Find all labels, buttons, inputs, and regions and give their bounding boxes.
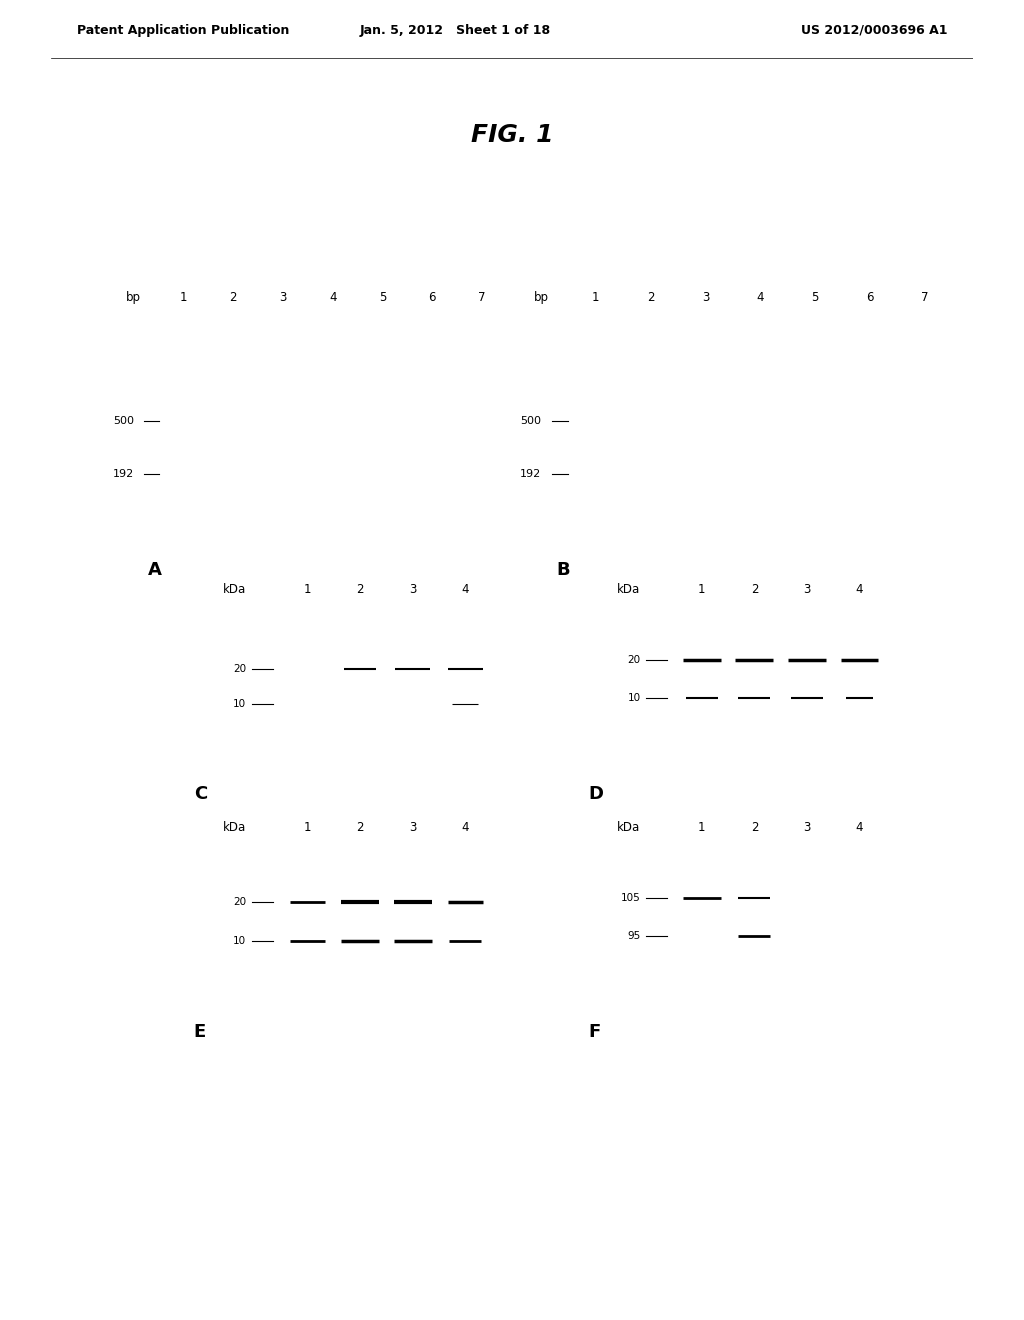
Text: 105: 105: [621, 892, 641, 903]
Text: bp: bp: [126, 290, 141, 304]
Text: 1: 1: [698, 821, 706, 834]
Text: 4: 4: [462, 583, 469, 597]
Text: 10: 10: [233, 698, 247, 709]
Text: 192: 192: [519, 469, 541, 479]
Text: 2: 2: [229, 290, 238, 304]
Text: bp: bp: [534, 290, 549, 304]
Text: 20: 20: [628, 655, 641, 665]
Text: 3: 3: [803, 583, 811, 597]
Text: Jan. 5, 2012   Sheet 1 of 18: Jan. 5, 2012 Sheet 1 of 18: [360, 24, 551, 37]
Text: kDa: kDa: [223, 821, 247, 834]
Text: kDa: kDa: [223, 583, 247, 597]
Text: B: B: [557, 561, 570, 578]
Text: 3: 3: [409, 821, 417, 834]
Text: 7: 7: [922, 290, 929, 304]
Text: 500: 500: [113, 416, 134, 426]
Text: 5: 5: [811, 290, 819, 304]
Text: 4: 4: [462, 821, 469, 834]
Text: Patent Application Publication: Patent Application Publication: [77, 24, 289, 37]
Text: 2: 2: [356, 583, 364, 597]
Text: 1: 1: [592, 290, 599, 304]
Text: 7: 7: [478, 290, 485, 304]
Text: 2: 2: [647, 290, 654, 304]
Text: 10: 10: [628, 693, 641, 704]
Text: kDa: kDa: [617, 821, 641, 834]
Text: 3: 3: [409, 583, 417, 597]
Text: kDa: kDa: [617, 583, 641, 597]
Text: 20: 20: [233, 898, 247, 907]
Text: 20: 20: [233, 664, 247, 675]
Text: F: F: [588, 1023, 600, 1040]
Text: 4: 4: [856, 821, 863, 834]
Text: 6: 6: [866, 290, 873, 304]
Text: 1: 1: [698, 583, 706, 597]
Text: 500: 500: [520, 416, 541, 426]
Text: 3: 3: [280, 290, 287, 304]
Text: D: D: [588, 785, 603, 803]
Text: US 2012/0003696 A1: US 2012/0003696 A1: [801, 24, 947, 37]
Text: 192: 192: [113, 469, 134, 479]
Text: 95: 95: [628, 931, 641, 941]
Text: 5: 5: [379, 290, 386, 304]
Text: 2: 2: [356, 821, 364, 834]
Text: 1: 1: [304, 821, 311, 834]
Text: 2: 2: [751, 821, 758, 834]
Text: 4: 4: [329, 290, 337, 304]
Text: C: C: [194, 785, 207, 803]
Text: 3: 3: [701, 290, 710, 304]
Text: A: A: [148, 561, 162, 578]
Text: 2: 2: [751, 583, 758, 597]
Text: 4: 4: [856, 583, 863, 597]
Text: 1: 1: [180, 290, 187, 304]
Text: 10: 10: [233, 936, 247, 946]
Text: 1: 1: [304, 583, 311, 597]
Text: E: E: [194, 1023, 206, 1040]
Text: FIG. 1: FIG. 1: [471, 123, 553, 148]
Text: 3: 3: [803, 821, 811, 834]
Text: 4: 4: [757, 290, 764, 304]
Text: 6: 6: [428, 290, 436, 304]
